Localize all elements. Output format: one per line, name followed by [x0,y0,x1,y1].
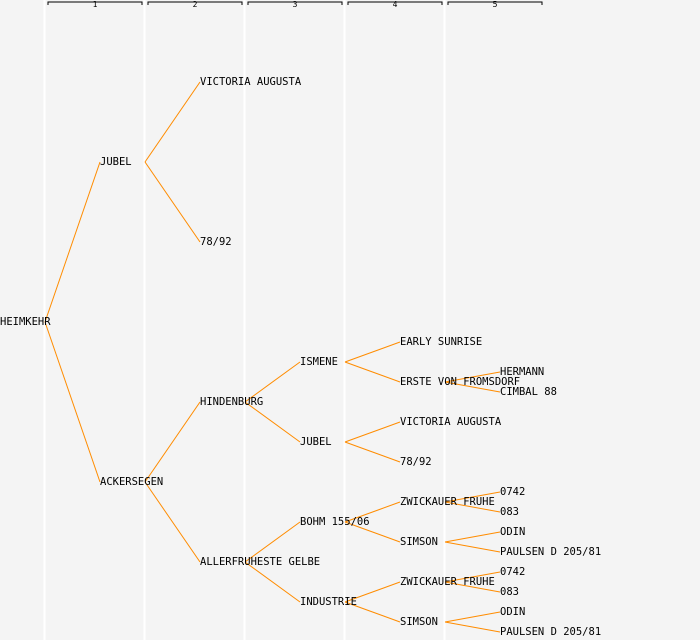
pedigree-node[interactable]: PAULSEN D 205/81 [500,546,602,558]
pedigree-link [444,581,501,593]
pedigree-link [144,161,201,243]
pedigree-link [444,371,501,383]
pedigree-node[interactable]: SIMSON [400,616,438,628]
pedigree-link [444,531,501,543]
generation-header: 2 [192,0,198,9]
pedigree-link [344,341,401,363]
pedigree-link [144,401,201,483]
pedigree-link [244,561,301,603]
pedigree-node[interactable]: EARLY SUNRISE [400,336,483,348]
pedigree-node[interactable]: 083 [500,586,519,598]
pedigree-node[interactable]: 0742 [500,486,526,498]
pedigree-node[interactable]: ZWICKAUER FRUHE [400,576,495,588]
pedigree-node[interactable]: ODIN [500,606,526,618]
pedigree-node[interactable]: JUBEL [300,436,332,448]
pedigree-link [344,421,401,443]
pedigree-link [244,361,301,403]
pedigree-node[interactable]: HINDENBURG [200,396,264,408]
pedigree-link [144,81,201,163]
pedigree-node[interactable]: HERMANN [500,366,545,378]
pedigree-link [344,361,401,383]
generation-header: 1 [92,0,98,9]
pedigree-link [244,521,301,563]
pedigree-link [344,501,401,523]
pedigree-link [44,161,101,323]
pedigree-node[interactable]: 78/92 [400,456,432,468]
pedigree-node[interactable]: SIMSON [400,536,438,548]
pedigree-link [444,501,501,513]
pedigree-link [244,401,301,443]
pedigree-node[interactable]: BOHM 155/06 [300,516,370,528]
pedigree-node[interactable]: 083 [500,506,519,518]
pedigree-node[interactable]: ALLERFRUHESTE GELBE [200,556,321,568]
pedigree-node[interactable]: VICTORIA AUGUSTA [400,416,502,428]
generation-bracket [47,1,143,5]
pedigree-link [444,571,501,583]
pedigree-node[interactable]: CIMBAL 88 [500,386,557,398]
pedigree-node[interactable]: ZWICKAUER FRUHE [400,496,495,508]
pedigree-node[interactable]: INDUSTRIE [300,596,357,608]
pedigree-node[interactable]: ERSTE VON FROMSDORF [400,376,521,388]
pedigree-link [444,541,501,553]
pedigree-link [444,491,501,503]
pedigree-node[interactable]: PAULSEN D 205/81 [500,626,602,638]
generation-bracket [147,1,243,5]
pedigree-node[interactable]: 78/92 [200,236,232,248]
pedigree-link [44,321,101,483]
pedigree-node[interactable]: JUBEL [100,156,132,168]
pedigree-link [344,521,401,543]
pedigree-link [344,441,401,463]
pedigree-node[interactable]: ISMENE [300,356,338,368]
pedigree-node[interactable]: 0742 [500,566,526,578]
generation-bracket [447,1,543,5]
generation-header: 5 [492,0,498,9]
pedigree-node[interactable]: HEIMKEHR [0,316,51,328]
pedigree-link [444,381,501,393]
pedigree-link [144,481,201,563]
pedigree-link [444,621,501,633]
generation-bracket [247,1,343,5]
pedigree-link [344,581,401,603]
pedigree-node[interactable]: ACKERSEGEN [100,476,164,488]
generation-header: 3 [292,0,298,9]
pedigree-link [344,601,401,623]
generation-bracket [347,1,443,5]
generation-header: 4 [392,0,398,9]
pedigree-node[interactable]: ODIN [500,526,526,538]
pedigree-node[interactable]: VICTORIA AUGUSTA [200,76,302,88]
pedigree-link [444,611,501,623]
